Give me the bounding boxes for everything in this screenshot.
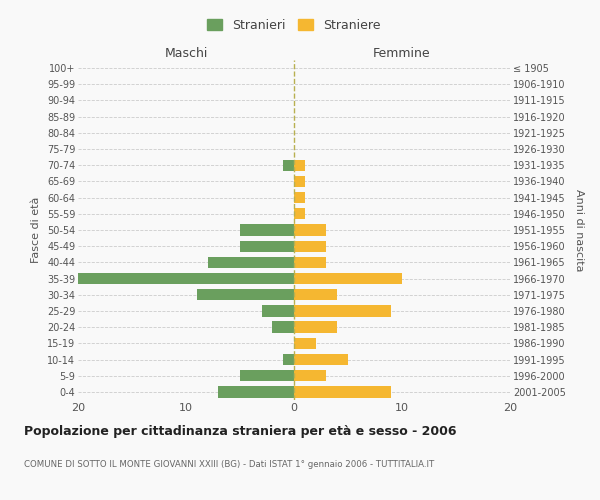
Y-axis label: Fasce di età: Fasce di età <box>31 197 41 263</box>
Bar <box>262 306 294 316</box>
Bar <box>294 338 316 349</box>
Bar <box>294 386 391 398</box>
Bar <box>240 224 294 235</box>
Bar <box>197 289 294 300</box>
Bar <box>294 370 326 382</box>
Bar <box>294 224 326 235</box>
Text: Maschi: Maschi <box>164 47 208 60</box>
Bar <box>240 240 294 252</box>
Bar <box>294 322 337 333</box>
Text: COMUNE DI SOTTO IL MONTE GIOVANNI XXIII (BG) - Dati ISTAT 1° gennaio 2006 - TUTT: COMUNE DI SOTTO IL MONTE GIOVANNI XXIII … <box>24 460 434 469</box>
Bar <box>218 386 294 398</box>
Bar <box>294 289 337 300</box>
Bar <box>294 273 402 284</box>
Bar <box>283 160 294 171</box>
Bar <box>294 240 326 252</box>
Bar <box>294 160 305 171</box>
Bar <box>272 322 294 333</box>
Bar <box>294 192 305 203</box>
Bar <box>78 273 294 284</box>
Bar <box>294 256 326 268</box>
Bar <box>283 354 294 365</box>
Text: Femmine: Femmine <box>373 47 431 60</box>
Bar <box>294 306 391 316</box>
Bar <box>294 354 348 365</box>
Text: Popolazione per cittadinanza straniera per età e sesso - 2006: Popolazione per cittadinanza straniera p… <box>24 425 457 438</box>
Bar <box>294 208 305 220</box>
Y-axis label: Anni di nascita: Anni di nascita <box>574 188 584 271</box>
Legend: Stranieri, Straniere: Stranieri, Straniere <box>207 18 381 32</box>
Bar <box>240 370 294 382</box>
Bar <box>208 256 294 268</box>
Bar <box>294 176 305 187</box>
